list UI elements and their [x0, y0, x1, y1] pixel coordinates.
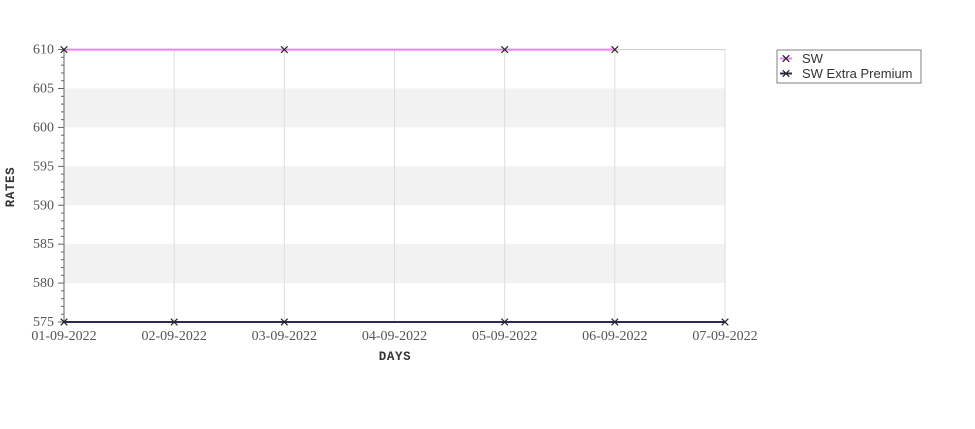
svg-text:590: 590 [33, 198, 54, 213]
svg-text:575: 575 [33, 315, 54, 330]
svg-text:600: 600 [33, 121, 54, 136]
svg-text:06-09-2022: 06-09-2022 [582, 329, 647, 344]
svg-text:605: 605 [33, 82, 54, 97]
svg-text:RATES: RATES [4, 167, 18, 208]
svg-text:610: 610 [33, 43, 54, 58]
svg-text:DAYS: DAYS [379, 350, 411, 364]
svg-text:580: 580 [33, 276, 54, 291]
svg-text:585: 585 [33, 237, 54, 252]
svg-text:05-09-2022: 05-09-2022 [472, 329, 537, 344]
svg-text:04-09-2022: 04-09-2022 [362, 329, 427, 344]
svg-text:07-09-2022: 07-09-2022 [692, 329, 757, 344]
svg-text:SW Extra Premium: SW Extra Premium [802, 66, 913, 81]
svg-text:SW: SW [802, 51, 824, 66]
svg-text:01-09-2022: 01-09-2022 [31, 329, 96, 344]
svg-text:02-09-2022: 02-09-2022 [142, 329, 207, 344]
svg-text:595: 595 [33, 159, 54, 174]
svg-text:03-09-2022: 03-09-2022 [252, 329, 317, 344]
